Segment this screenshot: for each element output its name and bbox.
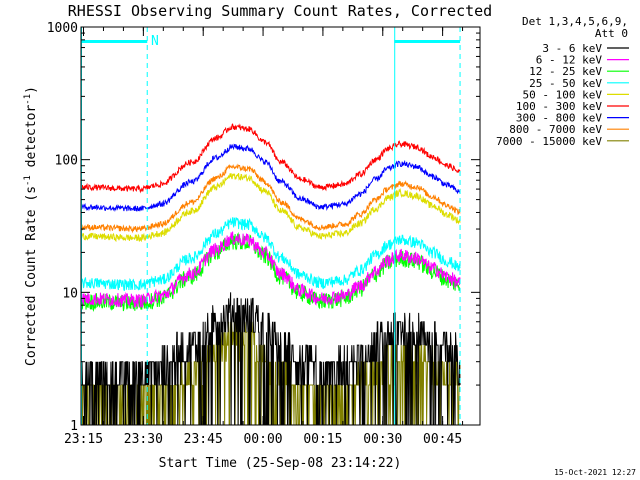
y-axis-label-sup1: -1 <box>23 175 33 186</box>
legend-label-2: 12 - 25 keV <box>529 65 602 78</box>
series-line-0 <box>80 292 461 426</box>
y-axis-label: Corrected Count Rate (s-1 detector-1) <box>23 86 39 366</box>
legend-label-4: 50 - 100 keV <box>523 88 603 101</box>
x-axis-label: Start Time (25-Sep-08 23:14:22) <box>159 456 402 471</box>
series-line-5 <box>80 123 461 194</box>
legend-label-8: 7000 - 15000 keV <box>496 135 602 148</box>
series-line-6 <box>80 143 461 213</box>
y-axis-label-part1: Corrected Count Rate (s <box>24 186 39 366</box>
data-layer <box>80 123 461 426</box>
y-tick-label-1: 10 <box>62 286 78 301</box>
legend-label-1: 6 - 12 keV <box>536 54 603 67</box>
x-tick-label-3: 00:00 <box>243 432 282 447</box>
series-line-4 <box>80 173 461 243</box>
y-tick-label-0: 1 <box>70 419 78 434</box>
generation-timestamp: 15-Oct-2021 12:27 <box>554 468 636 477</box>
legend-label-5: 100 - 300 keV <box>516 100 602 113</box>
x-tick-label-6: 00:45 <box>423 432 462 447</box>
night-bar-0 <box>81 40 148 43</box>
y-axis-label-part3: ) <box>24 86 39 94</box>
y-tick-label-2: 100 <box>55 154 78 169</box>
series-line-2 <box>80 232 461 313</box>
x-tick-label-0: 23:15 <box>64 432 103 447</box>
legend-header-1: Att 0 <box>595 27 628 40</box>
plot-frame <box>80 26 481 426</box>
legend-label-3: 25 - 50 keV <box>529 77 602 90</box>
legend-label-0: 3 - 6 keV <box>542 42 602 55</box>
x-tick-label-1: 23:30 <box>124 432 163 447</box>
tick-layer: 1 10 100 1000 23:15 23:30 23:45 00:00 00:15 00:30… <box>47 21 480 447</box>
chart-title: RHESSI Observing Summary Count Rates, Co… <box>68 2 492 20</box>
x-tick-label-2: 23:45 <box>184 432 223 447</box>
y-axis-label-sup2: -1 <box>23 94 33 105</box>
x-tick-label-4: 00:15 <box>303 432 342 447</box>
series-line-1 <box>80 231 461 308</box>
night-bar-1 <box>394 40 461 43</box>
legend-label-6: 300 - 800 keV <box>516 112 602 125</box>
x-tick-label-5: 00:30 <box>363 432 402 447</box>
y-tick-label-3: 1000 <box>47 21 78 36</box>
series-line-3 <box>80 217 461 292</box>
legend-header-0: Det 1,3,4,5,6,9, <box>522 15 628 28</box>
legend-label-7: 800 - 7000 keV <box>509 123 602 136</box>
y-axis-label-part2: detector <box>24 105 39 176</box>
night-annotation-n: N <box>151 34 159 49</box>
series-line-7 <box>80 163 461 234</box>
